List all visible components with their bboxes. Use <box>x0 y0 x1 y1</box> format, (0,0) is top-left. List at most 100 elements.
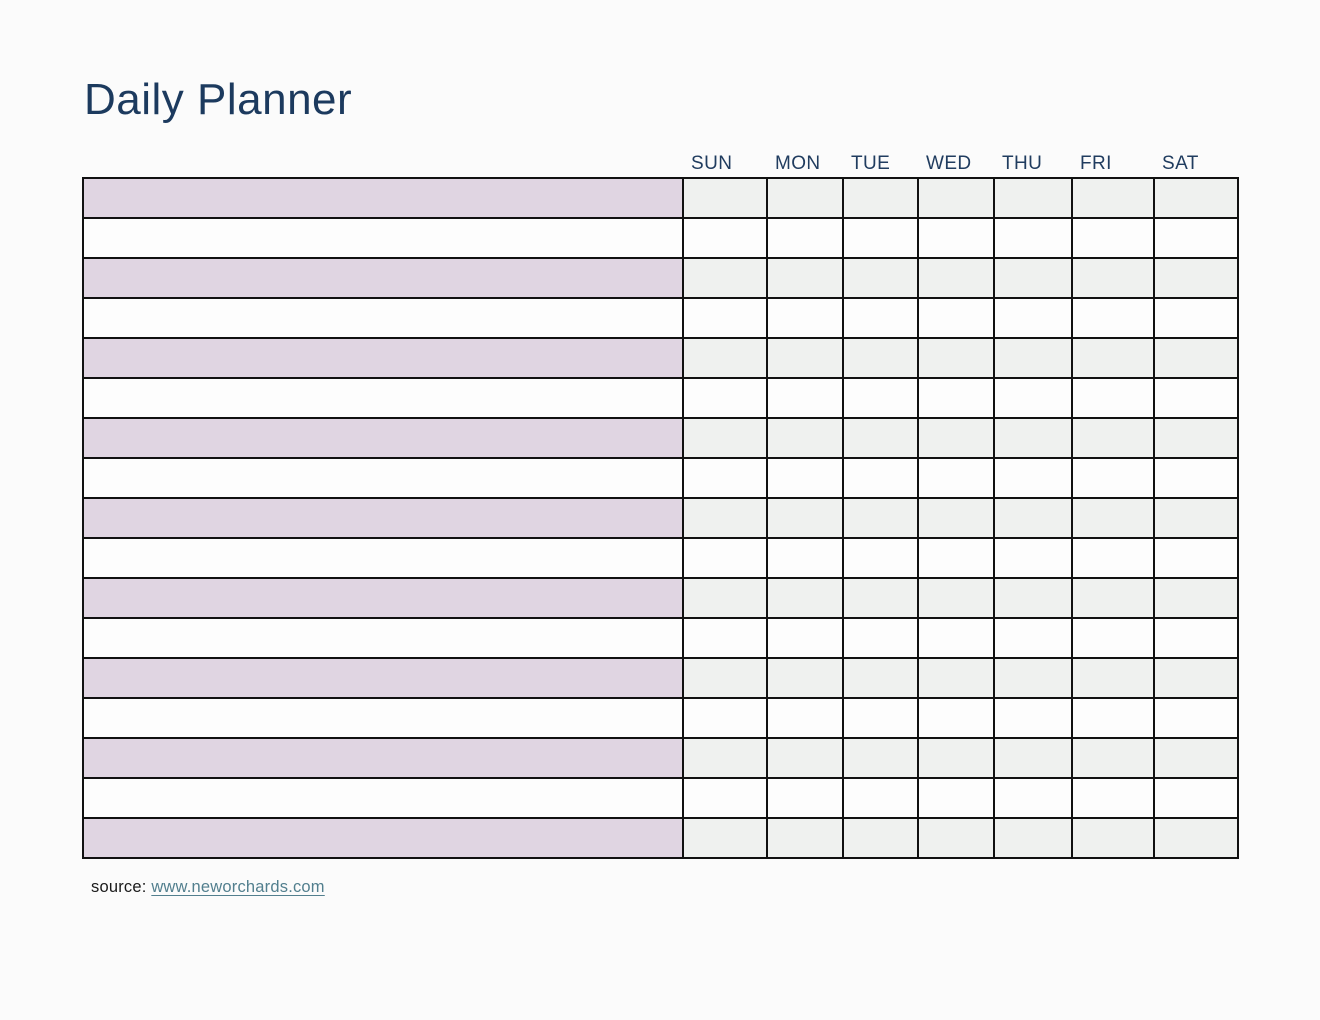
day-cell-tue <box>842 217 919 259</box>
day-cell-sun <box>682 177 768 219</box>
table-row <box>82 817 1239 859</box>
day-cell-fri <box>1071 657 1155 699</box>
day-cell-sun <box>682 497 768 539</box>
day-cell-mon <box>766 257 844 299</box>
day-cell-mon <box>766 457 844 499</box>
task-cell <box>82 817 684 859</box>
day-cell-tue <box>842 377 919 419</box>
day-cell-tue <box>842 537 919 579</box>
day-cell-thu <box>993 297 1073 339</box>
day-cell-wed <box>917 257 995 299</box>
day-cell-sat <box>1153 217 1239 259</box>
day-cell-mon <box>766 217 844 259</box>
page-title: Daily Planner <box>84 75 353 124</box>
table-row <box>82 737 1239 779</box>
day-cell-thu <box>993 497 1073 539</box>
day-cell-thu <box>993 697 1073 739</box>
day-cell-sat <box>1153 817 1239 859</box>
day-cell-sat <box>1153 737 1239 779</box>
table-row <box>82 617 1239 659</box>
day-cell-sat <box>1153 697 1239 739</box>
day-cell-sat <box>1153 777 1239 819</box>
day-cell-tue <box>842 737 919 779</box>
day-cell-fri <box>1071 457 1155 499</box>
day-cell-mon <box>766 737 844 779</box>
table-row <box>82 457 1239 499</box>
day-cell-mon <box>766 497 844 539</box>
day-header-fri: FRI <box>1080 153 1112 174</box>
day-cell-thu <box>993 537 1073 579</box>
day-header-wed: WED <box>926 153 972 174</box>
table-row <box>82 257 1239 299</box>
day-cell-fri <box>1071 777 1155 819</box>
day-cell-thu <box>993 577 1073 619</box>
table-row <box>82 657 1239 699</box>
day-cell-wed <box>917 777 995 819</box>
task-cell <box>82 457 684 499</box>
day-cell-fri <box>1071 817 1155 859</box>
day-cell-sat <box>1153 417 1239 459</box>
day-cell-tue <box>842 297 919 339</box>
task-cell <box>82 377 684 419</box>
day-cell-thu <box>993 457 1073 499</box>
day-cell-tue <box>842 337 919 379</box>
day-cell-mon <box>766 697 844 739</box>
day-cell-fri <box>1071 177 1155 219</box>
day-cell-sun <box>682 457 768 499</box>
source-link[interactable]: www.neworchards.com <box>151 878 325 896</box>
table-row <box>82 377 1239 419</box>
day-cell-wed <box>917 577 995 619</box>
day-cell-sat <box>1153 337 1239 379</box>
table-row <box>82 577 1239 619</box>
task-cell <box>82 737 684 779</box>
task-cell <box>82 537 684 579</box>
day-cell-mon <box>766 577 844 619</box>
day-cell-sun <box>682 657 768 699</box>
task-cell <box>82 177 684 219</box>
day-cell-wed <box>917 337 995 379</box>
day-cell-wed <box>917 737 995 779</box>
day-cell-tue <box>842 457 919 499</box>
day-cell-mon <box>766 297 844 339</box>
day-cell-sun <box>682 297 768 339</box>
task-cell <box>82 257 684 299</box>
day-cell-thu <box>993 177 1073 219</box>
day-cell-sat <box>1153 657 1239 699</box>
day-cell-fri <box>1071 337 1155 379</box>
day-header-tue: TUE <box>851 153 891 174</box>
day-cell-sat <box>1153 257 1239 299</box>
day-cell-wed <box>917 217 995 259</box>
day-cell-tue <box>842 777 919 819</box>
day-cell-sat <box>1153 497 1239 539</box>
day-header-thu: THU <box>1002 153 1043 174</box>
day-cell-thu <box>993 417 1073 459</box>
day-cell-wed <box>917 697 995 739</box>
day-header-mon: MON <box>775 153 821 174</box>
day-cell-thu <box>993 257 1073 299</box>
day-cell-wed <box>917 657 995 699</box>
day-header-sun: SUN <box>691 153 733 174</box>
day-cell-wed <box>917 497 995 539</box>
day-cell-sun <box>682 817 768 859</box>
day-cell-thu <box>993 657 1073 699</box>
table-row <box>82 297 1239 339</box>
day-cell-wed <box>917 537 995 579</box>
source-label: source: <box>91 878 147 896</box>
day-cell-tue <box>842 177 919 219</box>
day-header-row: SUN MON TUE WED THU FRI SAT <box>83 148 1238 178</box>
table-row <box>82 417 1239 459</box>
day-cell-sun <box>682 257 768 299</box>
day-cell-sun <box>682 697 768 739</box>
table-row <box>82 697 1239 739</box>
day-cell-wed <box>917 457 995 499</box>
table-row <box>82 337 1239 379</box>
day-cell-mon <box>766 377 844 419</box>
day-cell-fri <box>1071 217 1155 259</box>
day-cell-sun <box>682 417 768 459</box>
day-cell-thu <box>993 817 1073 859</box>
day-cell-fri <box>1071 417 1155 459</box>
day-cell-sat <box>1153 177 1239 219</box>
table-row <box>82 537 1239 579</box>
day-cell-sun <box>682 377 768 419</box>
day-cell-tue <box>842 657 919 699</box>
